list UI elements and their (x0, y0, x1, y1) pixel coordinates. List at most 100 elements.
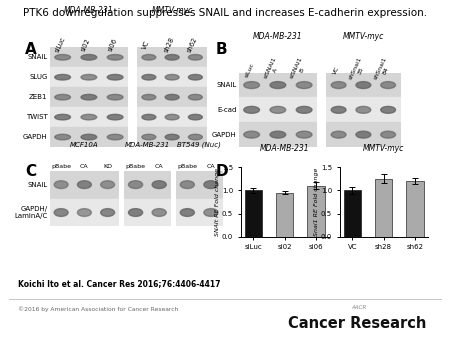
Ellipse shape (189, 74, 202, 80)
Bar (307, 186, 324, 237)
Text: VC: VC (141, 40, 151, 50)
Text: B: B (216, 42, 228, 57)
Ellipse shape (55, 134, 71, 140)
Text: pBabe: pBabe (51, 164, 71, 169)
Ellipse shape (142, 74, 156, 80)
Bar (137, 47, 207, 67)
Text: E-cad: E-cad (217, 107, 236, 113)
Ellipse shape (296, 106, 312, 113)
Bar (50, 87, 128, 107)
Bar (375, 179, 392, 237)
Bar (238, 97, 317, 122)
Text: A: A (25, 42, 36, 57)
Ellipse shape (165, 114, 179, 120)
Ellipse shape (165, 134, 179, 140)
Text: Koichi Ito et al. Cancer Res 2016;76:4406-4417: Koichi Ito et al. Cancer Res 2016;76:440… (18, 279, 220, 288)
Text: MMTV-myc: MMTV-myc (363, 144, 404, 153)
Ellipse shape (331, 106, 346, 113)
Text: si06: si06 (107, 38, 118, 53)
Ellipse shape (244, 106, 260, 113)
Ellipse shape (180, 181, 194, 189)
Ellipse shape (356, 81, 371, 89)
Text: MDA-MB-231: MDA-MB-231 (64, 6, 114, 16)
Text: ZEB1: ZEB1 (29, 94, 47, 100)
Ellipse shape (107, 74, 123, 80)
Ellipse shape (381, 81, 396, 89)
Text: KD: KD (103, 164, 112, 169)
Text: SNAIL: SNAIL (216, 82, 236, 88)
Text: SNAIL: SNAIL (27, 182, 48, 188)
Text: AACR: AACR (351, 305, 366, 310)
Text: C: C (25, 164, 36, 179)
Bar (137, 127, 207, 147)
Ellipse shape (142, 54, 156, 60)
Text: siLuc: siLuc (54, 36, 66, 54)
Ellipse shape (189, 94, 202, 100)
Text: sh62: sh62 (186, 37, 199, 54)
Ellipse shape (356, 131, 371, 138)
Bar (238, 73, 317, 97)
Ellipse shape (142, 134, 156, 140)
Ellipse shape (55, 54, 71, 60)
Ellipse shape (381, 106, 396, 113)
Text: si02: si02 (81, 38, 92, 53)
Bar (137, 107, 207, 127)
Text: siSNAI1
B: siSNAI1 B (289, 56, 309, 82)
Text: siSNAI1
A: siSNAI1 A (263, 56, 283, 82)
Bar (406, 181, 423, 237)
Text: MDA-MB-231: MDA-MB-231 (253, 32, 303, 42)
Bar (176, 198, 223, 226)
Ellipse shape (331, 131, 346, 138)
Ellipse shape (55, 114, 71, 120)
Ellipse shape (81, 134, 97, 140)
Ellipse shape (81, 94, 97, 100)
Ellipse shape (180, 209, 194, 216)
Bar (50, 171, 119, 198)
Text: SNAIL: SNAIL (27, 54, 47, 60)
Ellipse shape (107, 134, 123, 140)
Bar (124, 198, 171, 226)
Ellipse shape (270, 81, 286, 89)
Ellipse shape (54, 209, 68, 216)
Text: pBabe: pBabe (126, 164, 145, 169)
Y-axis label: Snai1 RE Fold change: Snai1 RE Fold change (315, 168, 319, 236)
Bar (176, 171, 223, 198)
Text: MMTV-myc: MMTV-myc (343, 32, 384, 42)
Bar (50, 127, 128, 147)
Ellipse shape (165, 94, 179, 100)
Bar (326, 97, 400, 122)
Bar (50, 107, 128, 127)
Bar (137, 87, 207, 107)
Text: GAPDH: GAPDH (212, 131, 236, 138)
Text: MDA-MB-231: MDA-MB-231 (125, 142, 170, 148)
Text: Cancer Research: Cancer Research (288, 316, 427, 331)
Text: MCF10A: MCF10A (70, 142, 99, 148)
Ellipse shape (296, 81, 312, 89)
Text: CA: CA (207, 164, 215, 169)
Ellipse shape (244, 81, 260, 89)
Ellipse shape (101, 181, 115, 189)
Text: shSnai1
84: shSnai1 84 (373, 56, 393, 82)
Ellipse shape (152, 209, 166, 216)
Ellipse shape (81, 114, 97, 120)
Text: VC: VC (332, 66, 341, 75)
Ellipse shape (189, 54, 202, 60)
Text: MDA-MB-231: MDA-MB-231 (260, 144, 310, 153)
Text: CA: CA (155, 164, 163, 169)
Bar (326, 122, 400, 147)
Ellipse shape (152, 181, 166, 189)
Ellipse shape (204, 209, 218, 216)
Text: GAPDH/
LaminA/C: GAPDH/ LaminA/C (14, 206, 48, 219)
Ellipse shape (189, 114, 202, 120)
Ellipse shape (55, 74, 71, 80)
Ellipse shape (270, 106, 286, 113)
Ellipse shape (270, 131, 286, 138)
Ellipse shape (55, 94, 71, 100)
Text: shSnai1
35: shSnai1 35 (348, 56, 369, 82)
Ellipse shape (296, 131, 312, 138)
Ellipse shape (165, 54, 179, 60)
Ellipse shape (204, 181, 218, 189)
Text: D: D (216, 164, 229, 179)
Bar (50, 47, 128, 67)
Y-axis label: SNAIt RE Fold change: SNAIt RE Fold change (216, 168, 220, 236)
